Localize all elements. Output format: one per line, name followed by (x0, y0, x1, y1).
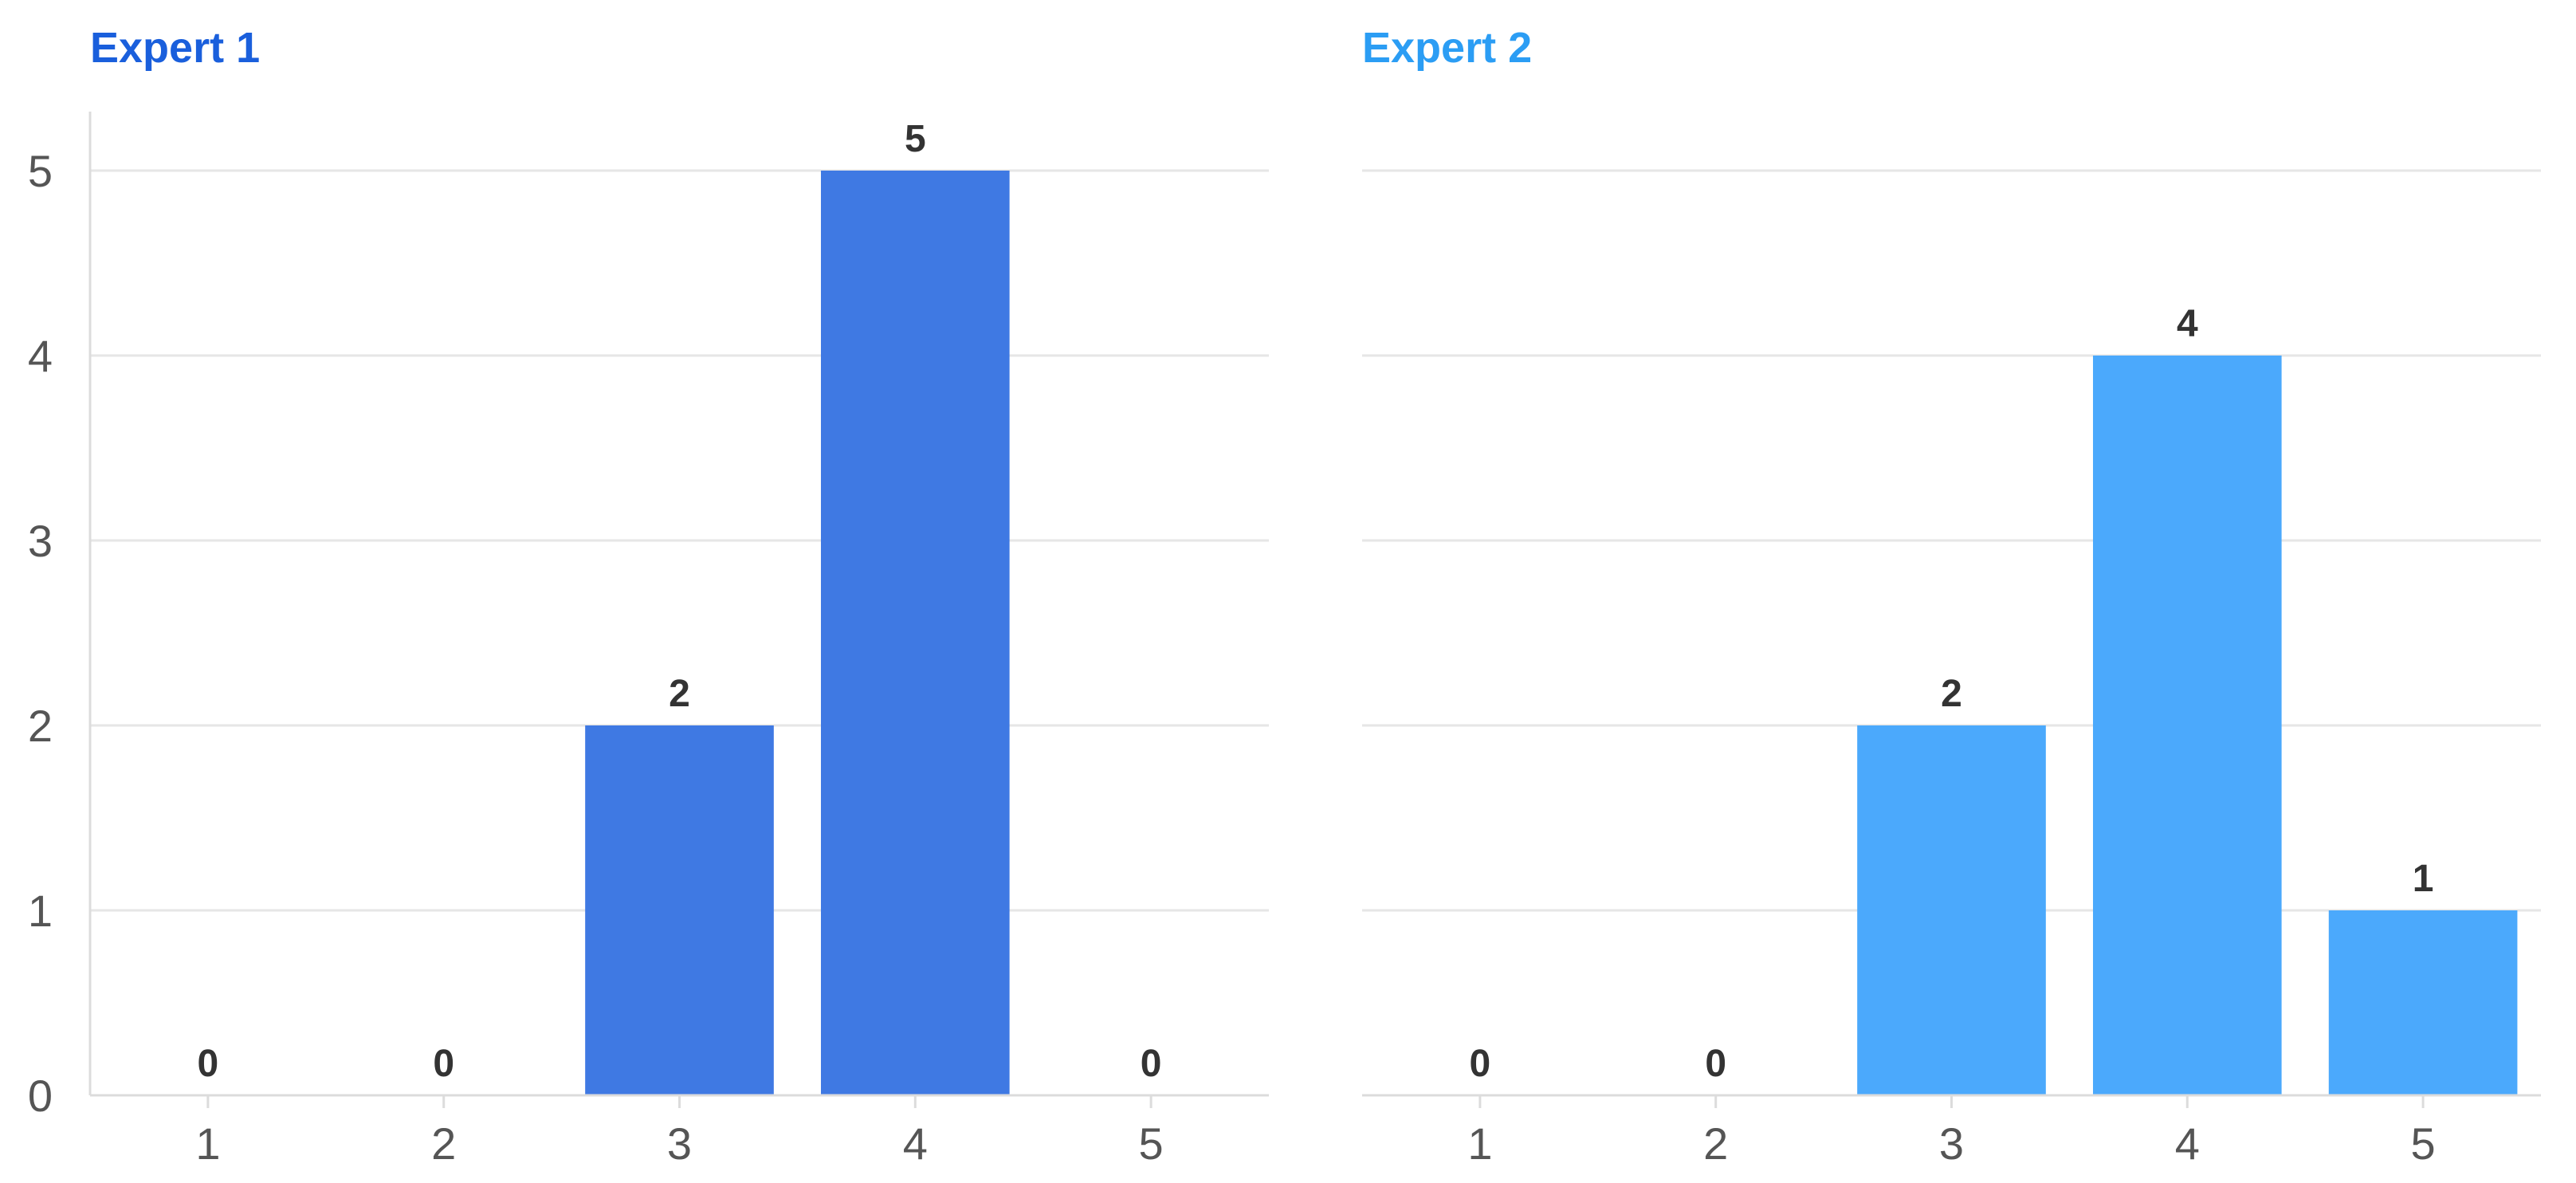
data-label: 0 (1705, 1043, 1726, 1085)
data-label: 2 (1941, 673, 1962, 715)
bar (2328, 910, 2518, 1095)
y-tick-label: 1 (28, 886, 53, 936)
x-tick-label: 3 (1939, 1118, 1964, 1169)
x-tick-label: 3 (667, 1118, 692, 1169)
data-label: 4 (2177, 303, 2198, 345)
bar (1857, 725, 2046, 1095)
data-label: 0 (433, 1043, 454, 1085)
chart-title: Expert 1 (90, 24, 260, 72)
bar (2092, 356, 2282, 1095)
data-label: 1 (2413, 858, 2434, 900)
data-label: 0 (1141, 1043, 1162, 1085)
x-tick-label: 5 (2411, 1118, 2436, 1169)
y-tick-label: 0 (28, 1071, 53, 1121)
data-label: 5 (905, 118, 926, 160)
y-tick-label: 5 (28, 146, 53, 196)
x-tick-label: 5 (1139, 1118, 1164, 1169)
x-tick-label: 2 (1703, 1118, 1728, 1169)
y-tick-label: 4 (28, 331, 53, 381)
data-label: 0 (1470, 1043, 1491, 1085)
y-tick-label: 3 (28, 516, 53, 566)
x-tick-label: 2 (431, 1118, 456, 1169)
y-tick-label: 2 (28, 701, 53, 751)
x-tick-label: 4 (2175, 1118, 2200, 1169)
x-tick-label: 4 (903, 1118, 928, 1169)
x-tick-label: 1 (1467, 1118, 1492, 1169)
data-label: 2 (669, 673, 690, 715)
bar (820, 171, 1010, 1095)
bar (585, 725, 774, 1095)
x-tick-label: 1 (195, 1118, 220, 1169)
data-label: 0 (198, 1043, 219, 1085)
chart-title: Expert 2 (1362, 24, 1532, 72)
